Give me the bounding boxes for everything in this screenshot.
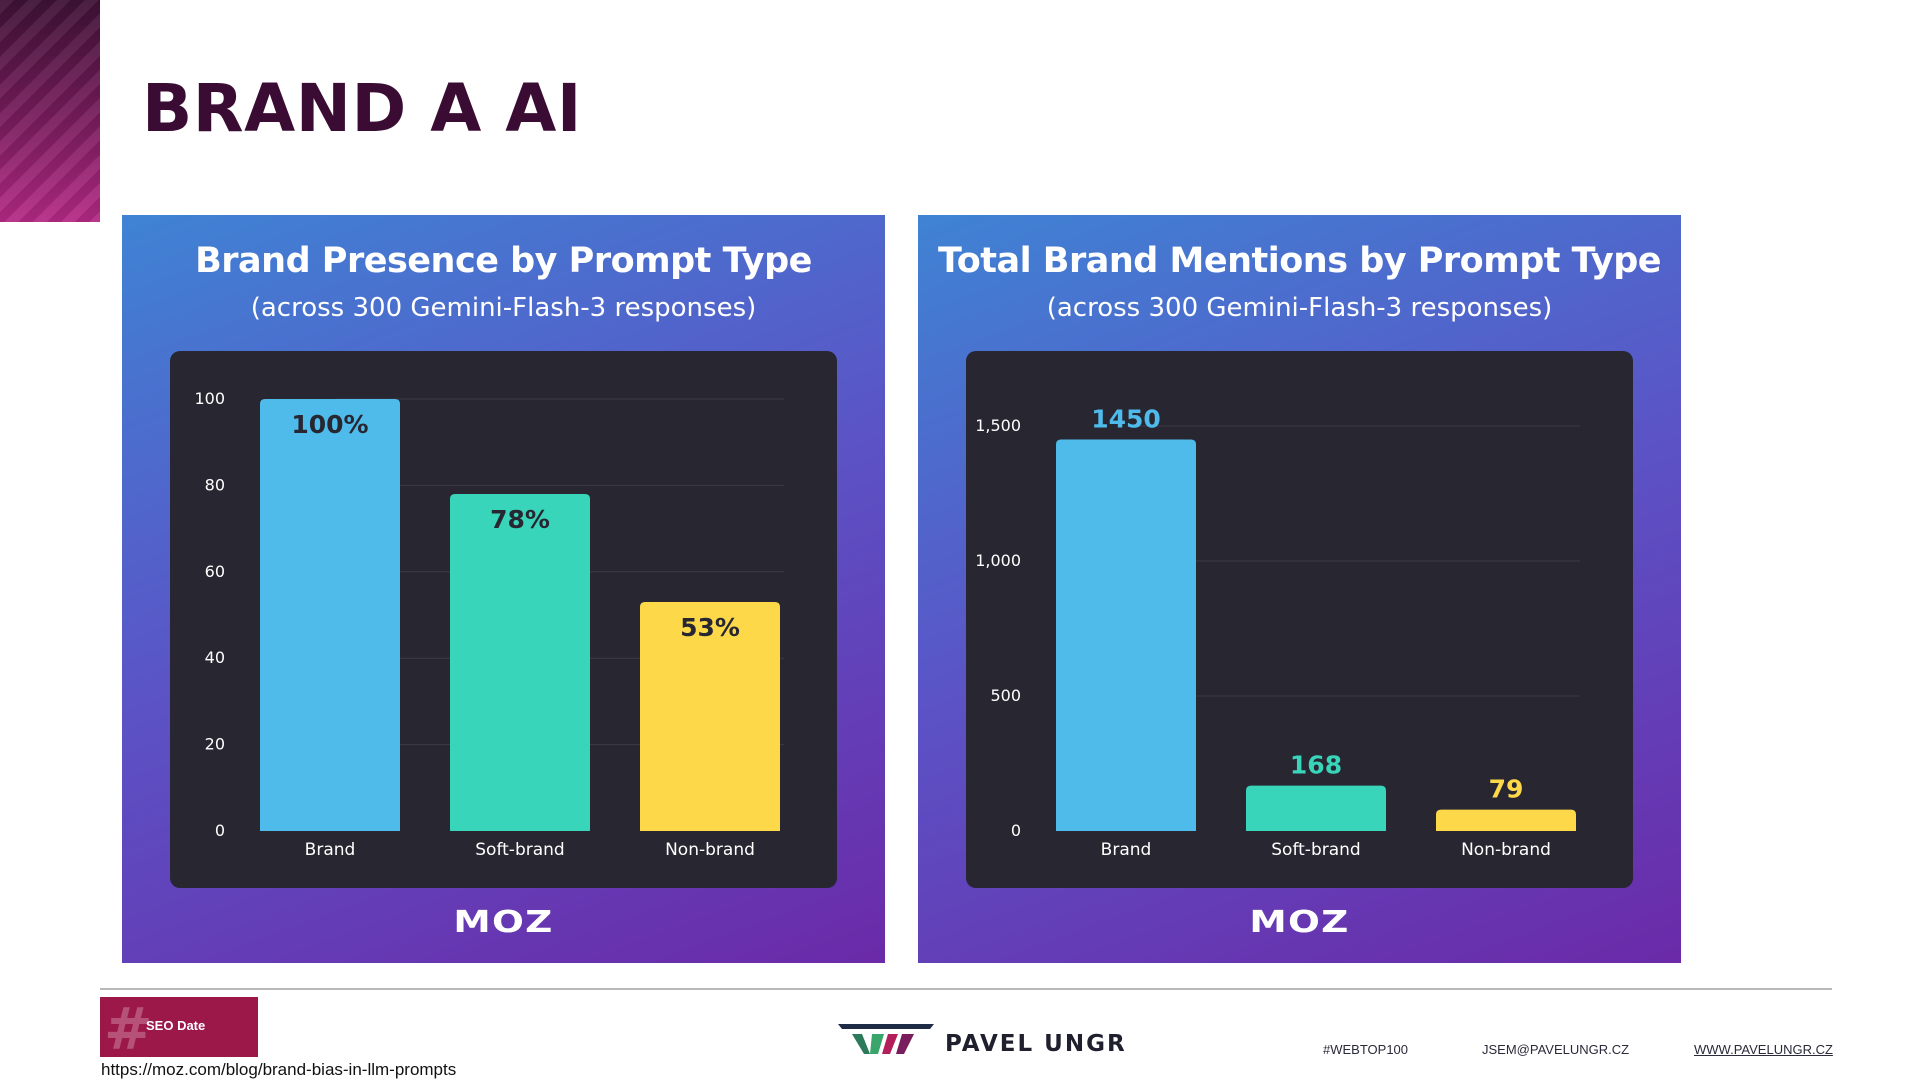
hashtag-text: #WEBTOP100: [1323, 1042, 1409, 1057]
data-label: 78%: [490, 505, 550, 534]
moz-logo: MOZ: [1249, 905, 1350, 940]
source-link[interactable]: https://moz.com/blog/brand-bias-in-llm-p…: [101, 1060, 457, 1079]
bar-chart-brand-presence: 0 20 40 60 80 100 100% Brand 78% Soft-brand 53% Non…: [194, 389, 784, 860]
bar-chart-brand-mentions: 0 500 1,000 1,500 1450 Brand 168 Soft-brand 79 No…: [975, 405, 1580, 860]
y-tick-label: 60: [205, 562, 225, 581]
y-tick-label: 100: [194, 389, 225, 408]
bar-brand: [1056, 439, 1196, 831]
bar-non-brand: [1436, 809, 1576, 831]
email-link[interactable]: JSEM@PAVELUNGR.CZ: [1482, 1042, 1630, 1057]
bar-soft-brand: [450, 494, 590, 831]
website-link[interactable]: WWW.PAVELUNGR.CZ: [1694, 1042, 1833, 1057]
chart-area: 0 20 40 60 80 100 100% Brand 78% Soft-brand 53% Non…: [170, 351, 837, 888]
data-label: 53%: [680, 613, 740, 642]
seo-date-label: SEO Date: [146, 1018, 206, 1033]
data-label: 168: [1290, 751, 1342, 780]
chart-subtitle: (across 300 Gemini-Flash-3 responses): [1046, 293, 1553, 323]
chart-subtitle: (across 300 Gemini-Flash-3 responses): [250, 293, 757, 323]
hash-icon: #: [104, 995, 153, 1063]
pavel-ungr-logo-icon: [838, 1024, 934, 1054]
corner-decoration: [0, 0, 100, 222]
y-tick-label: 20: [205, 735, 225, 754]
y-tick-label: 1,000: [975, 551, 1021, 570]
bar-soft-brand: [1246, 785, 1386, 831]
x-tick-label: Brand: [305, 840, 356, 860]
bar-brand: [260, 399, 400, 831]
chart-panel-brand-mentions: Total Brand Mentions by Prompt Type (acr…: [918, 215, 1681, 963]
chart-area: 0 500 1,000 1,500 1450 Brand 168 Soft-brand 79 No…: [966, 351, 1633, 888]
y-tick-label: 1,500: [975, 416, 1021, 435]
moz-logo: MOZ: [453, 905, 554, 940]
y-tick-label: 40: [205, 648, 225, 667]
chart-title: Total Brand Mentions by Prompt Type: [938, 241, 1662, 281]
y-tick-label: 0: [1011, 821, 1021, 840]
y-tick-label: 500: [990, 686, 1021, 705]
data-label: 1450: [1091, 405, 1161, 434]
chart-panel-brand-presence: Brand Presence by Prompt Type (across 30…: [122, 215, 885, 963]
x-tick-label: Soft-brand: [1271, 840, 1360, 860]
x-tick-label: Non-brand: [1461, 840, 1551, 860]
brand-name: PAVEL UNGR: [945, 1031, 1127, 1057]
x-tick-label: Brand: [1101, 840, 1152, 860]
x-tick-label: Soft-brand: [475, 840, 564, 860]
bar-non-brand: [640, 602, 780, 831]
y-tick-label: 80: [205, 475, 225, 494]
y-tick-label: 0: [215, 821, 225, 840]
data-label: 79: [1489, 775, 1524, 804]
footer-divider: [100, 988, 1832, 990]
data-label: 100%: [291, 410, 368, 439]
page-title: BRAND A AI: [142, 70, 582, 147]
x-tick-label: Non-brand: [665, 840, 755, 860]
chart-title: Brand Presence by Prompt Type: [195, 241, 812, 281]
seo-date-badge: # SEO Date: [100, 995, 258, 1063]
